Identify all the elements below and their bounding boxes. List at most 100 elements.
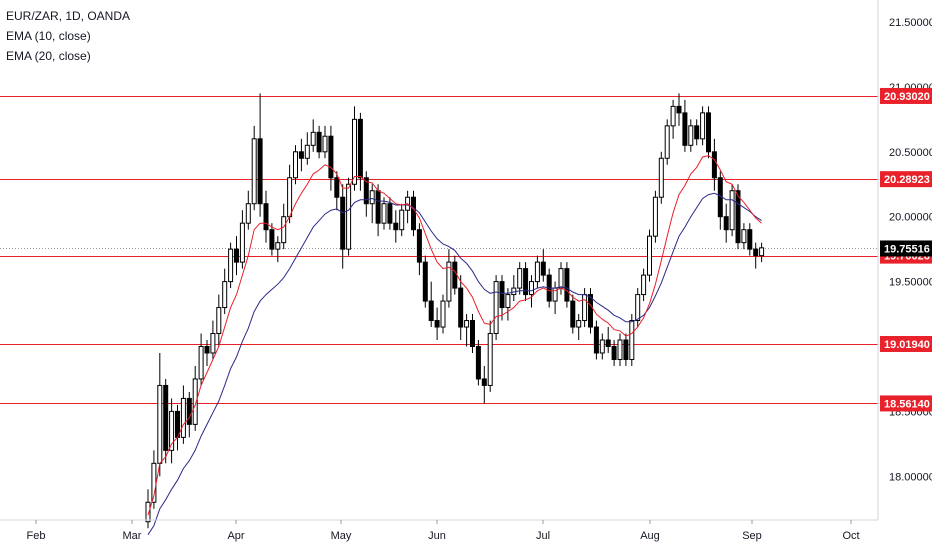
candle-body-up bbox=[759, 247, 765, 257]
candle-body-up bbox=[558, 268, 564, 289]
y-tick-label: 19.50000 bbox=[889, 277, 932, 289]
candle-body-down bbox=[481, 378, 487, 386]
candle-body-up bbox=[741, 229, 747, 244]
chart-legend: EUR/ZAR, 1D, OANDA EMA (10, close) EMA (… bbox=[6, 6, 130, 66]
x-tick-label: Mar bbox=[123, 530, 142, 542]
candle-body-up bbox=[293, 151, 298, 179]
candle-body-up bbox=[145, 501, 151, 523]
candle-body-down bbox=[470, 320, 475, 348]
candle-body-up bbox=[169, 410, 175, 451]
candle-body-up bbox=[310, 131, 316, 146]
x-tick-label: Aug bbox=[640, 530, 660, 542]
candle-body-up bbox=[222, 281, 228, 309]
candle-body-up bbox=[688, 125, 694, 146]
candle-body-down bbox=[682, 112, 688, 146]
x-tick-label: Jul bbox=[536, 530, 550, 542]
candle-body-up bbox=[281, 216, 287, 244]
y-tick-label: 18.00000 bbox=[889, 471, 932, 483]
x-tick-label: Sep bbox=[742, 530, 762, 542]
x-tick-label: May bbox=[331, 530, 352, 542]
candle-body-up bbox=[322, 135, 328, 153]
level-price-tag-4-label: 18.56140 bbox=[884, 398, 930, 410]
candle-body-up bbox=[381, 203, 387, 224]
candle-body-up bbox=[629, 320, 635, 360]
candle-body-down bbox=[588, 294, 593, 328]
candle-body-down bbox=[375, 190, 381, 224]
candle-body-up bbox=[729, 190, 735, 231]
candle-body-down bbox=[263, 203, 269, 231]
candle-body-up bbox=[440, 300, 446, 328]
candle-body-up bbox=[346, 183, 352, 250]
legend-symbol: EUR/ZAR, 1D, OANDA bbox=[6, 9, 131, 23]
candle-body-up bbox=[617, 339, 623, 360]
legend-ema10: EMA (10, close) bbox=[6, 29, 91, 43]
candle-body-up bbox=[652, 196, 658, 237]
candle-body-down bbox=[623, 339, 629, 360]
ema20-line bbox=[147, 192, 762, 535]
candle-body-up bbox=[239, 222, 245, 263]
candle-body-down bbox=[257, 138, 263, 205]
level-price-tag-0-bg bbox=[880, 87, 932, 104]
candle-body-down bbox=[416, 229, 422, 263]
candle-body-down bbox=[605, 339, 611, 348]
candle-body-up bbox=[352, 118, 357, 185]
candle-body-down bbox=[393, 222, 399, 231]
x-tick-label: Oct bbox=[842, 530, 859, 542]
level-price-tag-1-label: 20.28923 bbox=[884, 174, 930, 186]
candle-body-up bbox=[157, 384, 163, 464]
legend-ema20: EMA (20, close) bbox=[6, 49, 91, 63]
candle-body-up bbox=[399, 209, 405, 231]
x-tick-label: Feb bbox=[27, 530, 46, 542]
candle-body-up bbox=[216, 307, 222, 335]
candle-body-down bbox=[163, 384, 169, 451]
candle-body-up bbox=[251, 138, 257, 205]
candle-body-up bbox=[228, 248, 234, 283]
candle-body-up bbox=[192, 378, 198, 425]
candle-body-up bbox=[487, 333, 493, 386]
current-price-tag-bg bbox=[880, 240, 932, 257]
candle-body-down bbox=[269, 229, 275, 250]
candle-body-down bbox=[452, 261, 458, 289]
candle-body-down bbox=[316, 131, 322, 153]
x-tick-label: Jun bbox=[428, 530, 446, 542]
candle-body-down bbox=[186, 397, 192, 425]
candle-body-up bbox=[369, 190, 375, 205]
candle-body-down bbox=[363, 177, 369, 205]
candle-body-down bbox=[611, 346, 617, 360]
candle-body-up bbox=[493, 281, 499, 335]
candle-body-up bbox=[287, 177, 293, 218]
candle-body-up bbox=[198, 346, 204, 380]
candle-body-up bbox=[647, 235, 652, 276]
current-price-tag-label: 19.75516 bbox=[884, 243, 930, 255]
candle-body-up bbox=[599, 339, 605, 354]
candle-body-up bbox=[245, 203, 251, 224]
candle-body-up bbox=[275, 242, 281, 250]
candle-body-down bbox=[499, 281, 505, 309]
candle-body-up bbox=[210, 333, 216, 354]
candle-body-up bbox=[529, 281, 534, 296]
level-price-tag-0-label: 20.93020 bbox=[884, 91, 930, 103]
candle-body-down bbox=[723, 216, 729, 231]
candle-body-down bbox=[570, 300, 576, 328]
candle-body-down bbox=[706, 112, 711, 153]
candle-body-down bbox=[357, 118, 363, 179]
candle-body-up bbox=[670, 105, 676, 127]
candle-body-up bbox=[505, 294, 511, 309]
x-tick-label: Apr bbox=[227, 530, 244, 542]
ema10-line bbox=[147, 155, 762, 516]
candle-body-down bbox=[434, 320, 440, 328]
candle-body-down bbox=[711, 151, 717, 179]
candle-body-up bbox=[576, 320, 582, 328]
candle-body-down bbox=[334, 177, 340, 198]
candle-body-down bbox=[340, 196, 346, 250]
candle-body-down bbox=[234, 248, 239, 263]
candle-body-up bbox=[517, 268, 523, 289]
candle-body-down bbox=[676, 105, 682, 114]
candle-body-down bbox=[204, 346, 210, 354]
candle-body-down bbox=[747, 229, 753, 250]
candle-body-down bbox=[735, 190, 741, 244]
candle-body-up bbox=[180, 397, 186, 438]
candle-body-down bbox=[298, 151, 304, 159]
